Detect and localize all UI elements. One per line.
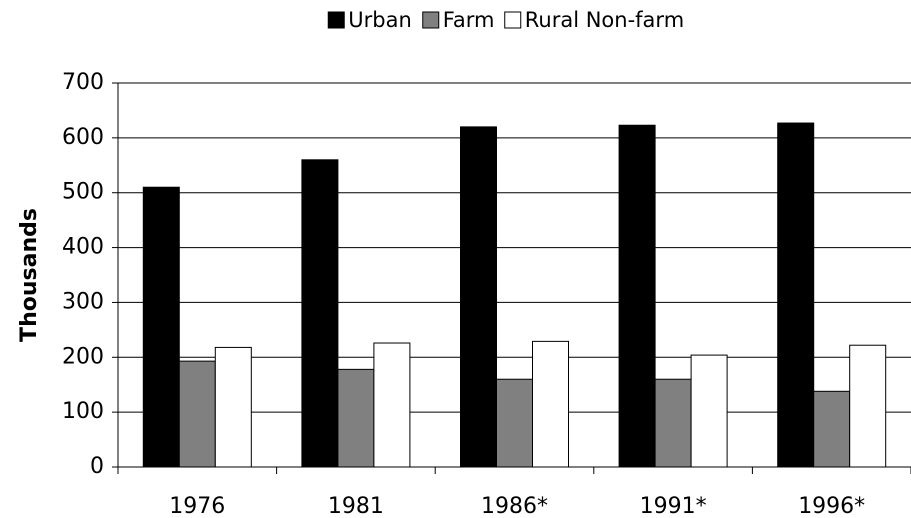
bar: [849, 344, 887, 468]
y-tick-label: 700: [62, 70, 104, 95]
x-tick-label: 1976: [169, 494, 225, 518]
bar: [301, 159, 339, 468]
y-tick-label: 600: [62, 125, 104, 150]
bar: [777, 122, 815, 468]
bar: [654, 378, 692, 468]
legend-text: Urban: [348, 8, 412, 32]
bar: [618, 124, 656, 468]
bar: [532, 340, 569, 468]
legend-swatch: [504, 11, 522, 29]
y-tick-label: 500: [62, 180, 104, 205]
y-tick-label: 400: [62, 235, 104, 260]
bar: [178, 360, 216, 468]
bar: [337, 368, 375, 468]
bar: [690, 354, 728, 468]
legend-text: Farm: [443, 8, 495, 32]
legend-swatch: [422, 11, 440, 29]
bar: [214, 346, 252, 468]
y-tick-label: 0: [90, 454, 104, 479]
y-tick-label: 300: [62, 289, 104, 314]
bar: [496, 378, 533, 468]
x-tick-label: 1996*: [798, 494, 865, 518]
bar: [142, 186, 180, 468]
x-tick-label: 1986*: [481, 494, 548, 518]
legend-text: Rural Non-farm: [525, 8, 684, 32]
y-tick-label: 100: [62, 399, 104, 424]
bar: [373, 342, 411, 468]
x-tick-label: 1981: [328, 494, 384, 518]
x-tick-label: 1991*: [640, 494, 707, 518]
legend-swatch: [327, 11, 345, 29]
bar: [813, 390, 851, 468]
y-tick-label: 200: [62, 344, 104, 369]
y-axis-label: Thousands: [17, 208, 42, 342]
bar: [460, 126, 497, 468]
